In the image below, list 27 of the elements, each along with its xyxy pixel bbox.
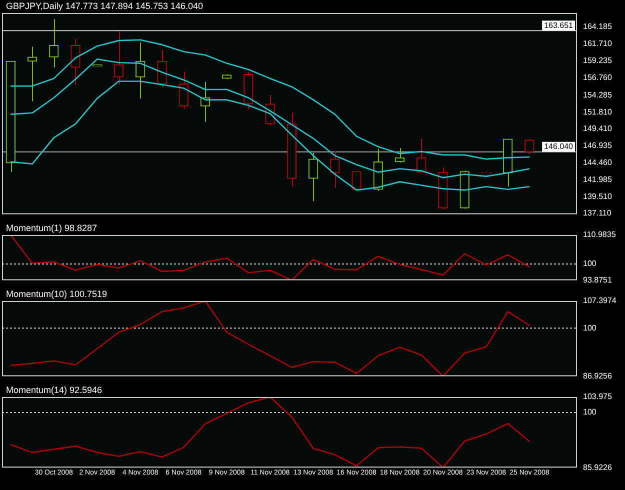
y-tick-label: 141.985 xyxy=(583,175,612,184)
y-tick-label: 85.9226 xyxy=(583,462,612,472)
y-tick-label: 100 xyxy=(583,323,597,332)
y-tick-label: 149.410 xyxy=(583,124,612,133)
y-tick-label: 103.975 xyxy=(583,392,612,402)
y-tick-label: 93.8751 xyxy=(583,275,612,284)
y-tick-label: 137.110 xyxy=(583,208,612,218)
y-tick-label: 161.710 xyxy=(583,39,612,48)
y-tick-label: 151.810 xyxy=(583,107,612,116)
chart-title: Momentum(1) 98.8287 xyxy=(6,222,98,233)
y-tick-label: 86.9256 xyxy=(583,371,612,380)
y-tick-label: 100 xyxy=(583,408,597,417)
chart-title: Momentum(14) 92.5946 xyxy=(6,384,102,395)
y-tick-label: 164.185 xyxy=(583,22,612,32)
y-tick-label: 154.285 xyxy=(583,90,612,100)
y-tick-label: 159.235 xyxy=(583,56,612,66)
chart-title: Momentum(10) 100.7519 xyxy=(6,288,108,299)
ref-line-label: 163.651 xyxy=(544,20,574,30)
y-tick-label: 146.935 xyxy=(583,140,612,150)
y-tick-label: 110.9835 xyxy=(583,230,616,240)
y-tick-label: 156.760 xyxy=(583,73,612,82)
ref-line-label: 146.040 xyxy=(544,142,574,152)
y-tick-label: 107.3974 xyxy=(583,296,617,306)
chart-title: GBPJPY,Daily 147.773 147.894 145.753 146.040 xyxy=(6,0,203,11)
y-tick-label: 139.510 xyxy=(583,192,612,202)
y-tick-label: 100 xyxy=(583,259,597,268)
y-tick-label: 144.460 xyxy=(583,158,612,167)
